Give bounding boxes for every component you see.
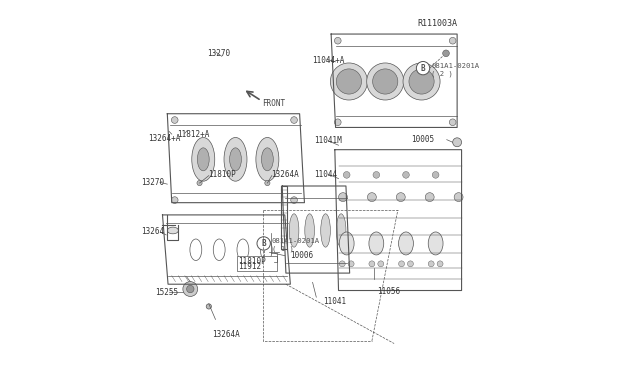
Circle shape [454,193,463,202]
Circle shape [372,69,398,94]
Text: R111003A: R111003A [418,19,458,28]
Circle shape [367,63,404,100]
Text: 11041M: 11041M [314,136,342,145]
Circle shape [206,304,211,309]
Circle shape [183,282,198,296]
Ellipse shape [369,232,384,255]
Text: 13264+A: 13264+A [148,134,180,143]
Text: 081A1-0201A: 081A1-0201A [272,238,320,244]
Circle shape [330,63,367,100]
Text: 15255: 15255 [155,288,178,297]
Ellipse shape [230,148,241,171]
Circle shape [369,261,375,267]
Text: B: B [420,64,426,73]
Ellipse shape [197,148,209,171]
Text: 11912: 11912 [239,262,262,271]
Circle shape [373,171,380,178]
Circle shape [399,261,404,267]
Text: 10006: 10006 [291,251,314,260]
Text: 11810P: 11810P [237,257,266,266]
Circle shape [396,193,405,202]
Text: ( 1 ): ( 1 ) [272,246,294,252]
Text: 10005: 10005 [411,135,434,144]
Circle shape [197,180,202,186]
Circle shape [339,193,348,202]
Text: ( 2 ): ( 2 ) [431,70,453,77]
Circle shape [428,261,434,267]
Circle shape [443,50,449,57]
Ellipse shape [336,214,346,247]
Circle shape [403,63,440,100]
Circle shape [417,61,429,75]
Text: 081A1-0201A: 081A1-0201A [431,63,479,69]
Circle shape [339,261,345,267]
Ellipse shape [256,137,279,181]
Ellipse shape [262,148,273,171]
Ellipse shape [339,232,354,255]
Circle shape [172,197,178,203]
Circle shape [257,237,270,250]
Circle shape [449,119,456,126]
Circle shape [335,37,341,44]
Circle shape [291,197,298,203]
Text: 13264A: 13264A [212,330,239,340]
Circle shape [291,117,298,124]
Ellipse shape [428,232,443,255]
Circle shape [335,119,341,126]
Ellipse shape [224,137,247,181]
Ellipse shape [305,214,314,247]
Circle shape [425,193,434,202]
Text: 11812+A: 11812+A [177,130,210,140]
Text: 13264: 13264 [141,227,164,236]
Text: 13270: 13270 [141,178,164,187]
Circle shape [348,261,354,267]
Ellipse shape [289,214,299,247]
Circle shape [172,117,178,124]
Circle shape [336,69,362,94]
Ellipse shape [167,227,179,234]
Circle shape [367,193,376,202]
Circle shape [378,261,384,267]
Circle shape [432,171,439,178]
Ellipse shape [399,232,413,255]
Text: B: B [261,239,266,248]
Circle shape [265,180,270,186]
Text: 11041: 11041 [323,297,346,306]
Text: 13264A: 13264A [271,170,299,179]
Text: 11044: 11044 [314,170,337,179]
Bar [237,256,277,271]
Circle shape [409,69,434,94]
Circle shape [403,171,410,178]
Circle shape [187,285,194,293]
Text: 13270: 13270 [207,49,230,58]
Circle shape [437,261,443,267]
Circle shape [408,261,413,267]
Circle shape [452,138,461,147]
Text: FRONT: FRONT [262,99,285,108]
Circle shape [449,37,456,44]
Ellipse shape [321,214,330,247]
Circle shape [343,171,350,178]
Text: 11056: 11056 [378,287,401,296]
Ellipse shape [192,137,215,181]
Text: 11810P: 11810P [208,170,236,179]
Text: 11044+A: 11044+A [312,56,345,65]
